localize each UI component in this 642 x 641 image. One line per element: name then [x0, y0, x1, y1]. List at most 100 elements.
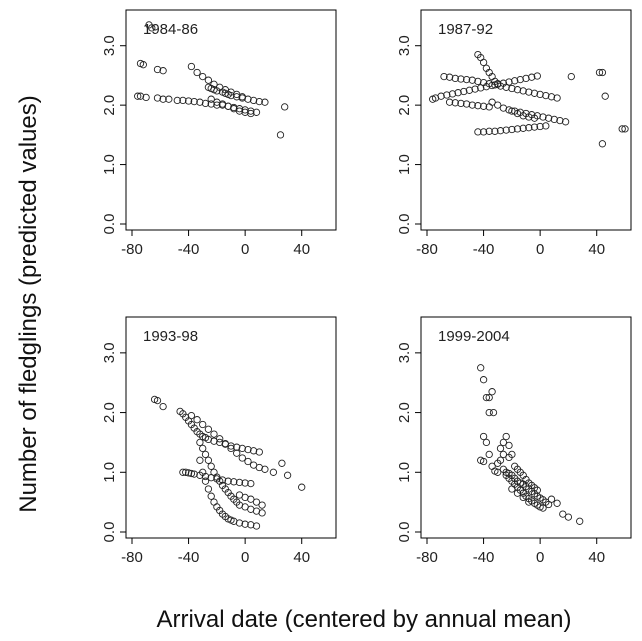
- data-point: [530, 123, 539, 131]
- y-tick-label: 1.0: [396, 462, 413, 483]
- data-point: [513, 125, 522, 133]
- plot-frame: [125, 316, 337, 539]
- data-point: [134, 92, 142, 100]
- data-point: [525, 113, 533, 121]
- data-point: [491, 81, 499, 89]
- data-point: [269, 468, 278, 476]
- x-tick-label: -80: [416, 241, 438, 258]
- x-tick-label: 40: [588, 549, 605, 566]
- data-point: [173, 96, 181, 105]
- data-point: [230, 478, 238, 486]
- data-point: [598, 68, 607, 77]
- data-point: [451, 99, 459, 107]
- scatter-panel: -80 -40 0 40 0.0 1.0 2.0 3.0 1993-98: [101, 316, 337, 566]
- data-point: [159, 95, 167, 103]
- data-point: [547, 495, 556, 503]
- data-point: [488, 388, 496, 396]
- data-point: [204, 425, 213, 433]
- data-point: [187, 411, 196, 420]
- data-point: [479, 58, 488, 67]
- y-tick-label: 3.0: [396, 342, 413, 363]
- data-point: [437, 92, 445, 100]
- data-point: [471, 85, 479, 93]
- x-tick-label: -40: [178, 549, 200, 566]
- data-point: [207, 95, 215, 103]
- data-point: [536, 90, 544, 99]
- data-point: [196, 456, 204, 464]
- data-point: [536, 122, 544, 131]
- data-point: [207, 100, 215, 108]
- panel-title: 1987-92: [438, 21, 493, 38]
- data-point: [485, 127, 493, 135]
- data-point: [196, 98, 204, 106]
- data-point: [479, 457, 488, 466]
- data-point: [244, 95, 252, 103]
- data-point: [508, 125, 516, 134]
- data-point: [235, 107, 244, 115]
- plot-frame: [125, 9, 337, 231]
- x-tick-label: -80: [121, 549, 143, 566]
- data-point: [235, 519, 244, 527]
- data-point: [261, 465, 269, 473]
- data-point: [283, 471, 292, 479]
- data-point: [502, 432, 510, 441]
- data-point: [494, 468, 502, 476]
- data-point: [261, 98, 269, 106]
- y-tick-label: 3.0: [396, 35, 413, 56]
- y-tick-label: 2.0: [101, 95, 118, 116]
- data-point: [468, 76, 476, 84]
- data-point: [485, 393, 493, 402]
- data-point: [241, 108, 249, 116]
- data-point: [460, 87, 468, 96]
- data-point: [462, 100, 471, 108]
- data-point: [553, 94, 561, 102]
- plot-frame: [420, 316, 632, 539]
- data-point: [249, 96, 258, 105]
- data-point: [210, 430, 218, 438]
- data-point: [278, 459, 286, 467]
- data-point: [213, 101, 221, 109]
- data-point: [153, 94, 162, 102]
- x-axis-title: Arrival date (centered by annual mean): [157, 606, 572, 633]
- data-point: [494, 101, 502, 109]
- data-point: [474, 128, 482, 136]
- data-point: [235, 105, 244, 113]
- data-point: [496, 127, 505, 135]
- data-point: [519, 87, 527, 95]
- data-point: [489, 408, 498, 417]
- x-tick-label: 0: [536, 549, 544, 566]
- data-point: [184, 97, 193, 105]
- data-point: [544, 114, 553, 122]
- x-tick-label: 40: [588, 241, 605, 258]
- data-point: [244, 445, 252, 454]
- x-tick-label: -40: [473, 241, 495, 258]
- data-point: [491, 127, 499, 135]
- y-tick-label: 0.0: [396, 522, 413, 543]
- x-tick-label: -80: [416, 549, 438, 566]
- data-point: [513, 489, 522, 497]
- data-point: [477, 364, 485, 372]
- y-axis-title: Number of fledglings (predicted values): [15, 95, 42, 513]
- data-point: [457, 99, 465, 108]
- data-point: [533, 72, 541, 80]
- data-point: [255, 448, 263, 456]
- data-point: [196, 471, 204, 479]
- data-point: [148, 24, 156, 32]
- data-point: [213, 475, 221, 483]
- data-point: [505, 441, 513, 450]
- data-point: [511, 77, 519, 85]
- data-point: [235, 478, 244, 487]
- scatter-series: [477, 364, 584, 525]
- data-point: [556, 116, 564, 125]
- data-point: [465, 86, 474, 94]
- data-point: [508, 485, 516, 493]
- data-point: [516, 75, 524, 84]
- data-point: [499, 450, 508, 459]
- data-point: [621, 125, 629, 133]
- data-point: [204, 76, 213, 84]
- data-point: [153, 65, 162, 74]
- x-tick-label: 0: [241, 549, 249, 566]
- y-tick-label: 2.0: [101, 402, 118, 423]
- data-point: [258, 509, 266, 517]
- data-point: [207, 492, 215, 500]
